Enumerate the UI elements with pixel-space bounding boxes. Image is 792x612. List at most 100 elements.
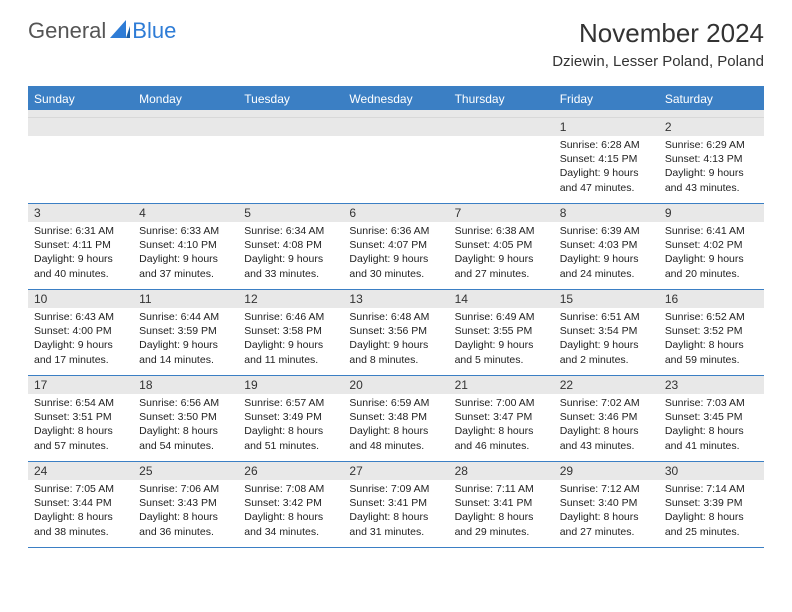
sunset-text: Sunset: 4:15 PM (560, 152, 653, 166)
daylight-text: Daylight: 9 hours and 33 minutes. (244, 252, 337, 280)
day-cell: 3Sunrise: 6:31 AMSunset: 4:11 PMDaylight… (28, 204, 133, 290)
dow-saturday: Saturday (659, 88, 764, 110)
daylight-text: Daylight: 9 hours and 47 minutes. (560, 166, 653, 194)
title-block: November 2024 Dziewin, Lesser Poland, Po… (552, 18, 764, 70)
sunrise-text: Sunrise: 6:48 AM (349, 310, 442, 324)
day-cell: 18Sunrise: 6:56 AMSunset: 3:50 PMDayligh… (133, 376, 238, 462)
sunrise-text: Sunrise: 6:34 AM (244, 224, 337, 238)
logo-text-general: General (28, 18, 106, 44)
day-cell (238, 118, 343, 204)
logo: General Blue (28, 18, 176, 44)
day-body: Sunrise: 7:09 AMSunset: 3:41 PMDaylight:… (343, 480, 448, 545)
day-body: Sunrise: 6:57 AMSunset: 3:49 PMDaylight:… (238, 394, 343, 459)
daylight-text: Daylight: 8 hours and 57 minutes. (34, 424, 127, 452)
day-cell: 28Sunrise: 7:11 AMSunset: 3:41 PMDayligh… (449, 462, 554, 548)
sunset-text: Sunset: 4:10 PM (139, 238, 232, 252)
sunset-text: Sunset: 3:42 PM (244, 496, 337, 510)
day-body: Sunrise: 6:31 AMSunset: 4:11 PMDaylight:… (28, 222, 133, 287)
sunset-text: Sunset: 3:41 PM (349, 496, 442, 510)
day-cell (28, 118, 133, 204)
day-body: Sunrise: 7:00 AMSunset: 3:47 PMDaylight:… (449, 394, 554, 459)
day-number: 10 (28, 290, 133, 308)
daylight-text: Daylight: 9 hours and 27 minutes. (455, 252, 548, 280)
spacer-row (28, 110, 764, 118)
sunrise-text: Sunrise: 6:44 AM (139, 310, 232, 324)
day-number (133, 118, 238, 136)
daylight-text: Daylight: 8 hours and 29 minutes. (455, 510, 548, 538)
day-body: Sunrise: 6:51 AMSunset: 3:54 PMDaylight:… (554, 308, 659, 373)
sunset-text: Sunset: 3:48 PM (349, 410, 442, 424)
sunset-text: Sunset: 3:43 PM (139, 496, 232, 510)
sunrise-text: Sunrise: 6:38 AM (455, 224, 548, 238)
sunset-text: Sunset: 3:45 PM (665, 410, 758, 424)
day-cell: 26Sunrise: 7:08 AMSunset: 3:42 PMDayligh… (238, 462, 343, 548)
month-title: November 2024 (552, 18, 764, 49)
sail-icon (110, 20, 130, 43)
day-cell: 14Sunrise: 6:49 AMSunset: 3:55 PMDayligh… (449, 290, 554, 376)
day-cell: 1Sunrise: 6:28 AMSunset: 4:15 PMDaylight… (554, 118, 659, 204)
day-cell (133, 118, 238, 204)
daylight-text: Daylight: 9 hours and 2 minutes. (560, 338, 653, 366)
sunset-text: Sunset: 3:59 PM (139, 324, 232, 338)
weeks-container: 1Sunrise: 6:28 AMSunset: 4:15 PMDaylight… (28, 118, 764, 548)
day-number: 3 (28, 204, 133, 222)
day-number (343, 118, 448, 136)
dow-wednesday: Wednesday (343, 88, 448, 110)
daylight-text: Daylight: 9 hours and 11 minutes. (244, 338, 337, 366)
day-body: Sunrise: 6:33 AMSunset: 4:10 PMDaylight:… (133, 222, 238, 287)
daylight-text: Daylight: 8 hours and 31 minutes. (349, 510, 442, 538)
sunset-text: Sunset: 3:50 PM (139, 410, 232, 424)
day-number: 16 (659, 290, 764, 308)
day-cell: 10Sunrise: 6:43 AMSunset: 4:00 PMDayligh… (28, 290, 133, 376)
day-cell: 6Sunrise: 6:36 AMSunset: 4:07 PMDaylight… (343, 204, 448, 290)
day-number: 7 (449, 204, 554, 222)
sunrise-text: Sunrise: 7:12 AM (560, 482, 653, 496)
daylight-text: Daylight: 8 hours and 25 minutes. (665, 510, 758, 538)
day-cell: 9Sunrise: 6:41 AMSunset: 4:02 PMDaylight… (659, 204, 764, 290)
sunset-text: Sunset: 4:03 PM (560, 238, 653, 252)
sunrise-text: Sunrise: 7:03 AM (665, 396, 758, 410)
day-number: 4 (133, 204, 238, 222)
day-number: 23 (659, 376, 764, 394)
day-number: 30 (659, 462, 764, 480)
day-body: Sunrise: 6:43 AMSunset: 4:00 PMDaylight:… (28, 308, 133, 373)
day-cell: 24Sunrise: 7:05 AMSunset: 3:44 PMDayligh… (28, 462, 133, 548)
sunrise-text: Sunrise: 6:29 AM (665, 138, 758, 152)
day-cell: 8Sunrise: 6:39 AMSunset: 4:03 PMDaylight… (554, 204, 659, 290)
day-body (238, 136, 343, 200)
day-cell: 2Sunrise: 6:29 AMSunset: 4:13 PMDaylight… (659, 118, 764, 204)
daylight-text: Daylight: 9 hours and 14 minutes. (139, 338, 232, 366)
sunset-text: Sunset: 4:00 PM (34, 324, 127, 338)
day-body: Sunrise: 7:08 AMSunset: 3:42 PMDaylight:… (238, 480, 343, 545)
sunrise-text: Sunrise: 7:11 AM (455, 482, 548, 496)
dow-friday: Friday (554, 88, 659, 110)
day-body: Sunrise: 7:11 AMSunset: 3:41 PMDaylight:… (449, 480, 554, 545)
day-body: Sunrise: 6:46 AMSunset: 3:58 PMDaylight:… (238, 308, 343, 373)
day-cell: 30Sunrise: 7:14 AMSunset: 3:39 PMDayligh… (659, 462, 764, 548)
sunset-text: Sunset: 3:46 PM (560, 410, 653, 424)
sunrise-text: Sunrise: 6:54 AM (34, 396, 127, 410)
day-number: 9 (659, 204, 764, 222)
daylight-text: Daylight: 9 hours and 5 minutes. (455, 338, 548, 366)
header: General Blue November 2024 Dziewin, Less… (0, 0, 792, 78)
day-number: 27 (343, 462, 448, 480)
day-body: Sunrise: 6:41 AMSunset: 4:02 PMDaylight:… (659, 222, 764, 287)
sunrise-text: Sunrise: 7:00 AM (455, 396, 548, 410)
sunset-text: Sunset: 4:08 PM (244, 238, 337, 252)
day-cell: 7Sunrise: 6:38 AMSunset: 4:05 PMDaylight… (449, 204, 554, 290)
day-body: Sunrise: 7:02 AMSunset: 3:46 PMDaylight:… (554, 394, 659, 459)
sunrise-text: Sunrise: 6:49 AM (455, 310, 548, 324)
day-number: 22 (554, 376, 659, 394)
day-cell: 5Sunrise: 6:34 AMSunset: 4:08 PMDaylight… (238, 204, 343, 290)
sunrise-text: Sunrise: 6:36 AM (349, 224, 442, 238)
daylight-text: Daylight: 8 hours and 34 minutes. (244, 510, 337, 538)
day-body: Sunrise: 6:38 AMSunset: 4:05 PMDaylight:… (449, 222, 554, 287)
sunset-text: Sunset: 3:40 PM (560, 496, 653, 510)
day-body: Sunrise: 6:52 AMSunset: 3:52 PMDaylight:… (659, 308, 764, 373)
sunrise-text: Sunrise: 7:08 AM (244, 482, 337, 496)
day-body: Sunrise: 6:54 AMSunset: 3:51 PMDaylight:… (28, 394, 133, 459)
dow-tuesday: Tuesday (238, 88, 343, 110)
day-cell: 11Sunrise: 6:44 AMSunset: 3:59 PMDayligh… (133, 290, 238, 376)
daylight-text: Daylight: 8 hours and 41 minutes. (665, 424, 758, 452)
day-number: 28 (449, 462, 554, 480)
